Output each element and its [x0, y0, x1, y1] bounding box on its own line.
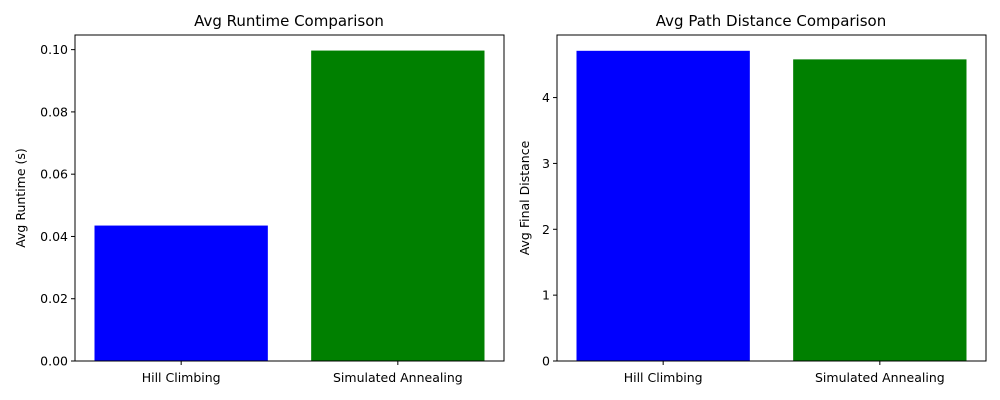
distance-y-tick-label-4: 3 — [542, 156, 550, 171]
runtime-bar-1 — [94, 225, 268, 361]
distance-y-tick-label-5: 4 — [542, 90, 550, 105]
runtime-y-tick-label-2: 0.02 — [40, 291, 68, 306]
distance-y-ticks: 0 1 2 3 4 — [542, 90, 557, 369]
runtime-bar-2 — [311, 50, 485, 361]
distance-bar-1 — [576, 50, 750, 361]
distance-chart-title: Avg Path Distance Comparison — [656, 12, 886, 30]
runtime-x-tick-label-2: Simulated Annealing — [333, 370, 463, 385]
distance-x-tick-label-1: Hill Climbing — [624, 370, 703, 385]
distance-y-tick-label-3: 2 — [542, 222, 550, 237]
runtime-y-tick-label-4: 0.06 — [40, 167, 68, 182]
distance-y-tick-label-1: 0 — [542, 354, 550, 369]
runtime-bars — [94, 50, 485, 361]
runtime-y-axis-label: Avg Runtime (s) — [13, 148, 28, 248]
runtime-chart-panel: Avg Runtime Comparison Avg Runtime (s) 0… — [13, 12, 505, 385]
distance-x-ticks: Hill Climbing Simulated Annealing — [624, 361, 945, 385]
distance-plot-frame — [556, 34, 987, 362]
distance-y-axis-label: Avg Final Distance — [517, 140, 532, 255]
distance-bars — [576, 50, 967, 361]
runtime-y-tick-label-1: 0.00 — [40, 354, 68, 369]
runtime-y-tick-label-6: 0.10 — [40, 42, 68, 57]
distance-chart-panel: Avg Path Distance Comparison Avg Final D… — [517, 12, 987, 385]
distance-y-tick-label-2: 1 — [542, 288, 550, 303]
runtime-chart-title: Avg Runtime Comparison — [194, 12, 384, 30]
runtime-plot-frame — [74, 34, 505, 362]
distance-x-tick-label-2: Simulated Annealing — [815, 370, 945, 385]
runtime-y-tick-label-5: 0.08 — [40, 104, 68, 119]
runtime-x-ticks: Hill Climbing Simulated Annealing — [142, 361, 463, 385]
runtime-y-tick-label-3: 0.04 — [40, 229, 68, 244]
runtime-x-tick-label-1: Hill Climbing — [142, 370, 221, 385]
runtime-y-ticks: 0.00 0.02 0.04 0.06 0.08 0.10 — [40, 42, 75, 369]
distance-bar-2 — [793, 59, 967, 361]
